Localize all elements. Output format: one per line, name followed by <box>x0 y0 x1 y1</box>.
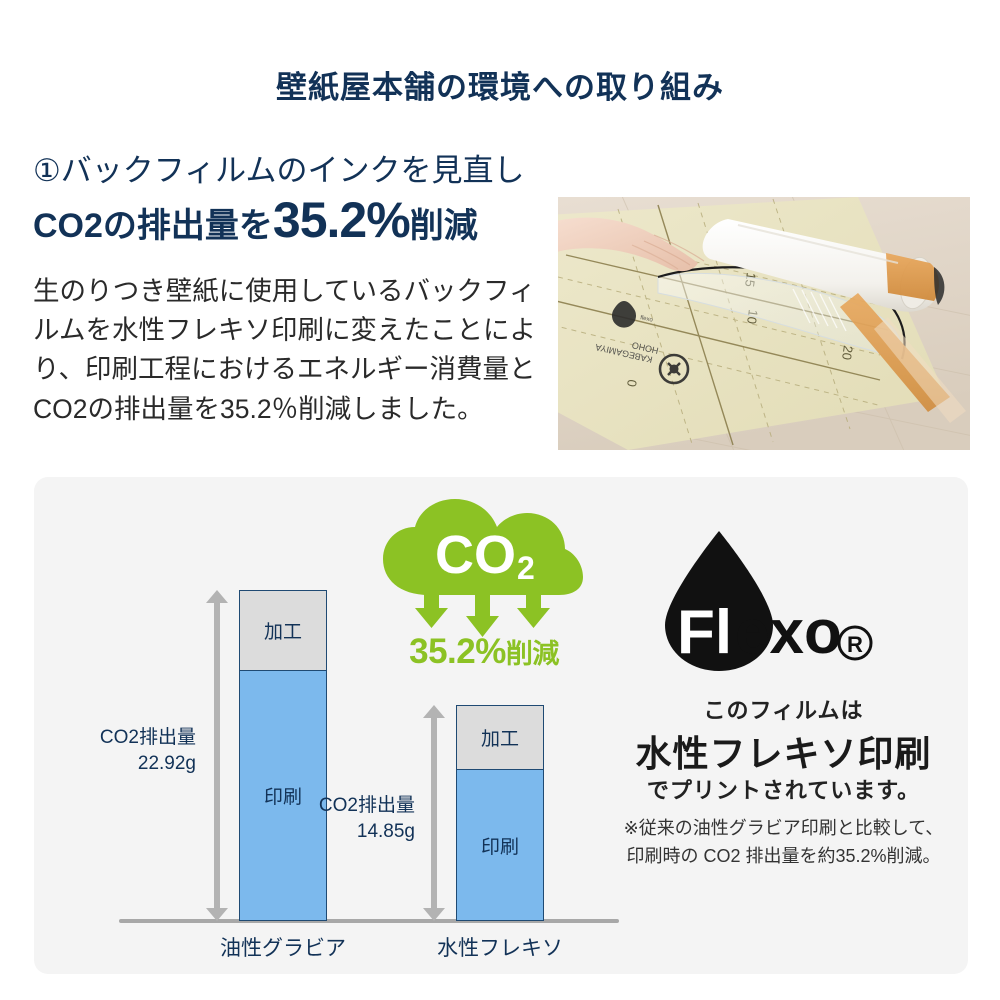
category-label-oil-gravure: 油性グラビア <box>220 937 346 960</box>
bar-segment-processing: 加工 <box>240 591 326 671</box>
arrow-shaft <box>431 716 437 910</box>
category-label-water-flexo: 水性フレキソ <box>437 937 563 960</box>
measure-label-oil-gravure: CO2排出量 22.92g <box>24 725 196 776</box>
measure-label-value: 14.85g <box>356 820 415 842</box>
flexo-logo-text-light: Fl <box>677 598 732 667</box>
intro-suffix-text: 削減 <box>409 207 478 246</box>
reduction-value: 35.2% <box>409 632 506 671</box>
bar-segment-processing: 加工 <box>457 706 543 770</box>
bar-segment-printing: 印刷 <box>457 770 543 920</box>
measure-label-value: 22.92g <box>137 752 196 774</box>
measure-arrow-water-flexo <box>423 705 445 921</box>
registered-trademark-icon: R <box>837 625 873 661</box>
flexo-droplet-icon: Fl exo R <box>665 531 873 671</box>
reduction-percentage-label: 35.2%削減 <box>369 632 599 672</box>
flexo-logo-text-dark: exo <box>735 598 842 667</box>
flexo-footnote-line1: ※従来の油性グラビア印刷と比較して、 <box>623 818 944 838</box>
page-title: 壁紙屋本舗の環境への取り組み <box>276 70 724 105</box>
arrow-head-up-icon <box>206 590 228 603</box>
co2-subscript-text: 2 <box>517 550 535 586</box>
intro-heading-line1: ①バックフィルムのインクを見直し <box>33 153 525 188</box>
intro-body-copy: 生のりつき壁紙に使用しているバックフィルムを水性フレキソ印刷に変えたことにより、… <box>33 272 545 429</box>
arrow-head-up-icon <box>423 705 445 718</box>
flexo-caption-line3: でプリントされています。 <box>646 778 921 803</box>
measure-label-title: CO2排出量 <box>318 795 415 816</box>
intro-prefix-text: CO2の排出量を <box>33 207 273 246</box>
svg-text:20: 20 <box>839 345 856 361</box>
svg-text:0: 0 <box>624 379 640 388</box>
arrow-head-down-icon <box>423 908 445 921</box>
bar-oil-gravure: 加工 印刷 <box>239 590 327 921</box>
co2-cloud-icon: CO 2 <box>383 499 583 637</box>
comparison-card: 加工 印刷 CO2排出量 22.92g 油性グラビア 加工 印刷 <box>34 477 968 974</box>
flexo-footnote-line2: 印刷時の CO2 排出量を約35.2%削減。 <box>626 845 941 866</box>
co2-bar-chart: 加工 印刷 CO2排出量 22.92g 油性グラビア 加工 印刷 <box>34 477 619 974</box>
intro-body-paragraph: 生のりつき壁紙に使用しているバックフィルムを水性フレキソ印刷に変えたことにより、… <box>33 276 536 424</box>
co2-reduction-graphic: CO 2 35.2%削減 <box>369 497 599 687</box>
intro-block: ①バックフィルムのインクを見直し CO2の排出量を 35.2% 削減 <box>33 152 543 246</box>
svg-text:flexo: flexo <box>640 315 654 324</box>
co2-label-text: CO <box>435 525 516 585</box>
measure-label-title: CO2排出量 <box>99 727 196 748</box>
measure-label-water-flexo: CO2排出量 14.85g <box>279 793 415 844</box>
arrow-shaft <box>214 601 220 910</box>
intro-percentage-value: 35.2% <box>272 192 411 249</box>
reduction-suffix: 削減 <box>505 639 560 669</box>
arrow-head-down-icon <box>206 908 228 921</box>
svg-text:R: R <box>847 632 863 657</box>
flexo-panel: Fl exo R このフィルムは 水性フレキソ印刷 でプリントされています。 ※… <box>599 477 968 974</box>
bar-water-flexo: 加工 印刷 <box>456 705 544 921</box>
chart-baseline <box>119 919 619 923</box>
flexo-footnote: ※従来の油性グラビア印刷と比較して、 印刷時の CO2 排出量を約35.2%削減… <box>611 815 956 871</box>
bar-segment-printing: 印刷 <box>240 671 326 920</box>
intro-heading-line2: CO2の排出量を 35.2% 削減 <box>33 192 543 249</box>
photo-illustration: HOHO KABEGAMIYA flexo 0 10 15 20 <box>558 197 970 450</box>
wallpaper-roll-photo: HOHO KABEGAMIYA flexo 0 10 15 20 <box>558 197 970 450</box>
flexo-logo: Fl exo R <box>659 525 909 675</box>
measure-arrow-oil-gravure <box>206 590 228 921</box>
flexo-caption-line2: 水性フレキソ印刷 <box>635 733 932 774</box>
flexo-caption-line1: このフィルムは <box>703 698 864 723</box>
